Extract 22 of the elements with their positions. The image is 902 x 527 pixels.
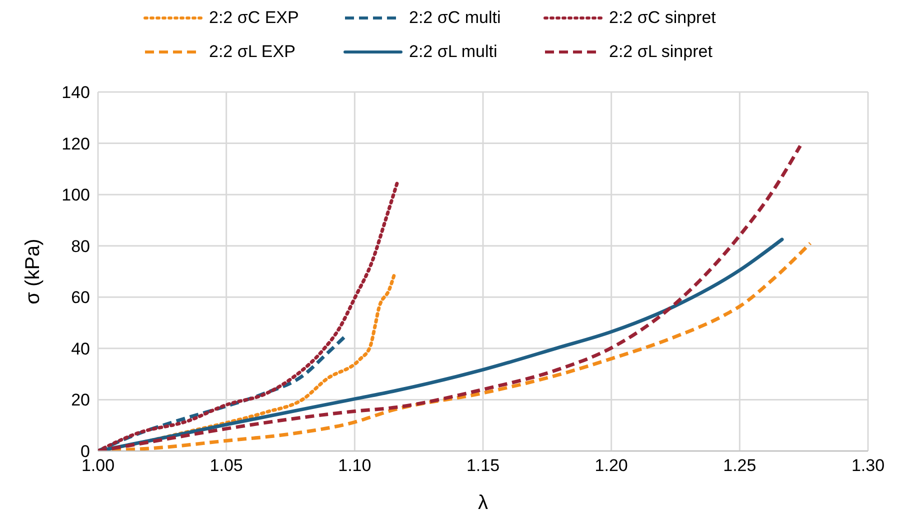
y-tick-label: 120 xyxy=(62,134,90,154)
y-tick-label: 140 xyxy=(62,83,90,102)
legend-label: 2:2 σL sinpret xyxy=(609,42,712,62)
x-tick-label: 1.10 xyxy=(338,456,372,476)
legend-label: 2:2 σL multi xyxy=(409,42,498,62)
y-tick-label: 40 xyxy=(71,339,90,358)
legend-label: 2:2 σC multi xyxy=(409,8,501,28)
x-tick-label: 1.20 xyxy=(594,456,628,476)
y-axis-title: σ (kPa) xyxy=(22,238,44,304)
legend-label: 2:2 σC EXP xyxy=(209,8,299,28)
x-tick-label: 1.00 xyxy=(81,456,115,476)
legend-label: 2:2 σL EXP xyxy=(209,42,296,62)
y-tick-label: 20 xyxy=(71,390,90,410)
x-tick-label: 1.25 xyxy=(723,456,756,476)
y-tick-label: 100 xyxy=(62,186,90,205)
x-axis-title: λ xyxy=(478,492,488,514)
y-tick-label: 80 xyxy=(71,236,90,256)
x-tick-label: 1.15 xyxy=(466,456,500,476)
x-tick-label: 1.05 xyxy=(210,456,243,476)
legend-label: 2:2 σC sinpret xyxy=(609,8,716,28)
y-tick-label: 60 xyxy=(71,288,90,308)
x-tick-label: 1.30 xyxy=(851,456,885,476)
